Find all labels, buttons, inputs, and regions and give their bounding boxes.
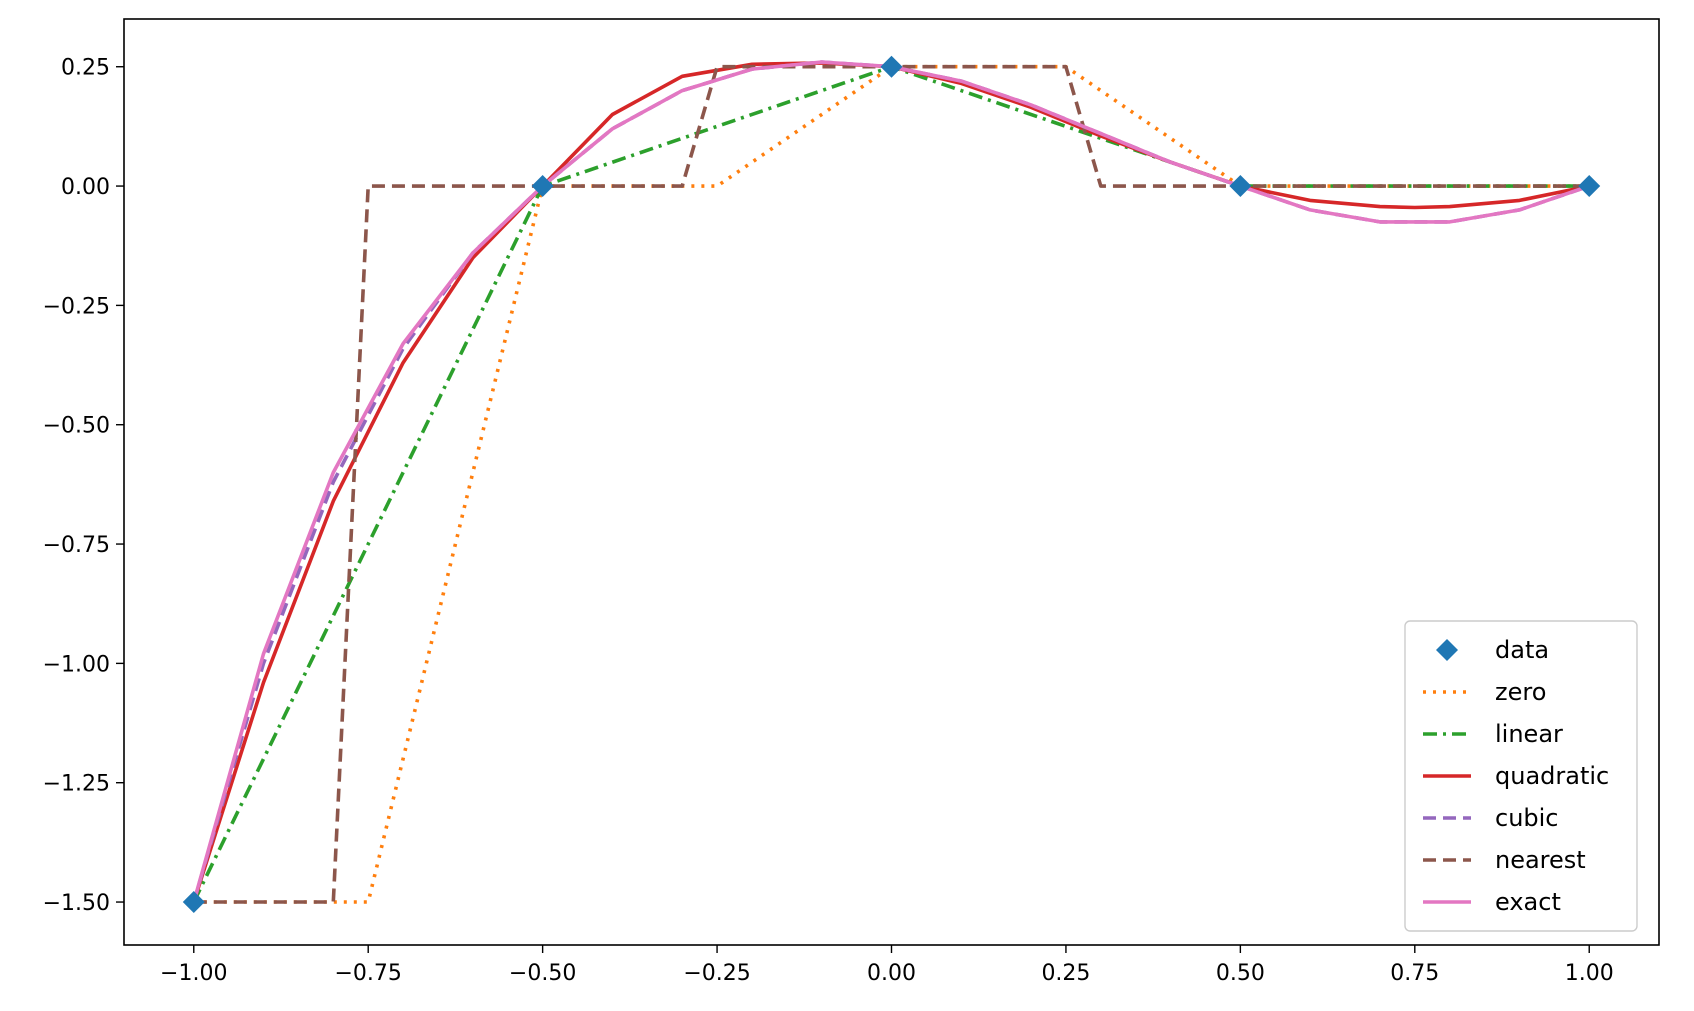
y-tick-label: −1.00 [43,652,110,677]
legend: data zero linear quadratic cubic nearest exact [1404,620,1638,932]
legend-label-cubic: cubic [1495,804,1559,832]
series-line-nearest [193,64,1590,904]
x-tick-label: −0.25 [683,961,750,986]
x-tick-label: 1.00 [1565,961,1614,986]
marker-layer [182,55,1601,914]
x-tick-label: −0.75 [334,961,401,986]
legend-label-linear: linear [1495,720,1563,748]
series-line-zero [193,64,1590,904]
x-tick-label: 0.25 [1041,961,1090,986]
y-tick-label: −0.25 [43,294,110,319]
x-tick-label: 0.75 [1390,961,1439,986]
legend-label-nearest: nearest [1495,846,1586,874]
data-point-data [1578,175,1601,198]
legend-marker-data [1436,639,1458,661]
y-tick-label: −0.50 [43,414,110,439]
data-point-data [880,55,903,78]
data-point-data [531,175,554,198]
y-tick-label: −1.50 [43,891,110,916]
x-axis: −1.00 −0.75 −0.50 −0.25 0.00 0.25 0.50 0.75 1.00 [160,945,1614,986]
x-tick-label: −0.50 [509,961,576,986]
y-tick-label: 0.00 [61,175,110,200]
y-axis: 0.25 0.00 −0.25 −0.50 −0.75 −1.00 −1.25 −1.50 [43,56,124,916]
x-tick-label: −1.00 [160,961,227,986]
legend-label-data: data [1495,636,1549,664]
legend-box [1404,620,1638,932]
y-tick-label: −1.25 [43,772,110,797]
x-tick-label: 0.00 [867,961,916,986]
legend-label-exact: exact [1495,888,1561,916]
data-point-data [182,891,205,914]
y-tick-label: 0.25 [61,56,110,81]
data-point-data [1229,175,1252,198]
legend-label-zero: zero [1495,678,1546,706]
legend-label-quadratic: quadratic [1495,762,1609,790]
x-tick-label: 0.50 [1216,961,1265,986]
y-tick-label: −0.75 [43,533,110,558]
